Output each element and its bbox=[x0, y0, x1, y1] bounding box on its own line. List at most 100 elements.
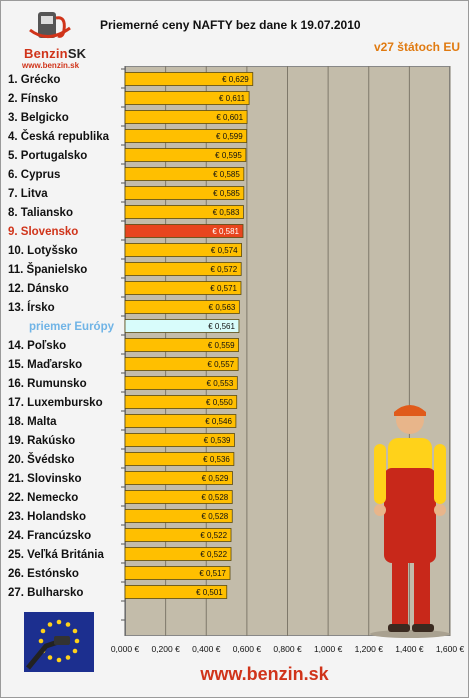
x-tick-label: 0,800 € bbox=[273, 644, 302, 654]
data-label: € 0,563 bbox=[209, 303, 236, 312]
category-label: 5. Portugalsko bbox=[8, 150, 87, 162]
bar bbox=[124, 72, 254, 86]
benzin-logo[interactable]: BenzinSK www.benzin.sk bbox=[10, 8, 90, 70]
data-label: € 0,595 bbox=[215, 151, 242, 160]
category-label: 6. Cyprus bbox=[8, 169, 60, 181]
x-tick-label: 0,600 € bbox=[233, 644, 262, 654]
data-label: € 0,557 bbox=[207, 360, 234, 369]
data-label: € 0,546 bbox=[205, 417, 232, 426]
footer-url[interactable]: www.benzin.sk bbox=[200, 664, 329, 684]
category-label: 24. Francúzsko bbox=[8, 530, 91, 542]
x-tick-label: 0,000 € bbox=[111, 644, 140, 654]
eu-flag-fuel-nozzle-icon bbox=[24, 612, 94, 672]
bar bbox=[124, 167, 245, 181]
x-tick-label: 1,600 € bbox=[436, 644, 465, 654]
category-label: 20. Švédsko bbox=[8, 453, 74, 466]
data-label: € 0,553 bbox=[207, 379, 234, 388]
data-label: € 0,611 bbox=[219, 94, 246, 103]
data-label: € 0,536 bbox=[203, 455, 230, 464]
data-label: € 0,529 bbox=[202, 474, 229, 483]
bar bbox=[124, 205, 244, 219]
category-label: 9. Slovensko bbox=[8, 226, 78, 238]
data-label: € 0,599 bbox=[216, 132, 243, 141]
bar bbox=[124, 91, 250, 105]
bar bbox=[124, 110, 248, 124]
category-label: 27. Bulharsko bbox=[8, 587, 83, 599]
x-tick-label: 0,400 € bbox=[192, 644, 221, 654]
category-label: 11. Španielsko bbox=[8, 263, 87, 276]
data-label: € 0,559 bbox=[208, 341, 235, 350]
category-label: 2. Fínsko bbox=[8, 93, 58, 105]
category-label: 15. Maďarsko bbox=[8, 359, 82, 371]
fuel-pump-logo-icon bbox=[29, 12, 71, 38]
category-label: 12. Dánsko bbox=[8, 283, 69, 295]
bar bbox=[124, 414, 237, 428]
bar bbox=[124, 357, 239, 371]
bar bbox=[124, 509, 233, 523]
bar bbox=[124, 281, 242, 295]
chart-title: Priemerné ceny NAFTY bez dane k 19.07.20… bbox=[100, 18, 361, 32]
bar bbox=[124, 338, 239, 352]
x-tick-label: 0,200 € bbox=[151, 644, 180, 654]
category-label: 17. Luxembursko bbox=[8, 397, 103, 409]
category-label: 13. Írsko bbox=[8, 301, 55, 314]
bar bbox=[124, 452, 235, 466]
data-label: € 0,583 bbox=[213, 208, 240, 217]
bar bbox=[124, 319, 240, 333]
data-label: € 0,539 bbox=[204, 436, 231, 445]
bar bbox=[124, 262, 242, 276]
data-label: € 0,517 bbox=[199, 569, 226, 578]
bar bbox=[124, 300, 240, 314]
data-label: € 0,629 bbox=[222, 75, 249, 84]
data-label: € 0,561 bbox=[208, 322, 235, 331]
data-label: € 0,572 bbox=[210, 265, 237, 274]
category-label: 18. Malta bbox=[8, 416, 57, 428]
data-label: € 0,574 bbox=[211, 246, 238, 255]
category-label: priemer Európy bbox=[29, 321, 115, 333]
data-label: € 0,585 bbox=[213, 189, 240, 198]
bar bbox=[124, 186, 245, 200]
bar bbox=[124, 224, 244, 238]
category-label: 4. Česká republika bbox=[8, 130, 110, 143]
chart-subtitle: v27 štátoch EU bbox=[373, 40, 460, 54]
bar bbox=[124, 433, 235, 447]
bar bbox=[124, 148, 247, 162]
bar bbox=[124, 490, 233, 504]
bar bbox=[124, 528, 232, 542]
category-label: 10. Lotyšsko bbox=[8, 245, 78, 257]
x-tick-label: 1,200 € bbox=[355, 644, 384, 654]
bar bbox=[124, 129, 248, 143]
bar bbox=[124, 395, 238, 409]
category-label: 23. Holandsko bbox=[8, 511, 86, 523]
logo-url: www.benzin.sk bbox=[22, 61, 80, 70]
category-label: 1. Grécko bbox=[8, 74, 60, 86]
bar bbox=[124, 243, 242, 257]
category-label: 7. Litva bbox=[8, 188, 48, 200]
logo-brand: BenzinSK bbox=[24, 46, 87, 61]
data-label: € 0,522 bbox=[200, 531, 227, 540]
bar bbox=[124, 566, 231, 580]
data-label: € 0,571 bbox=[210, 284, 237, 293]
category-label: 26. Estónsko bbox=[8, 568, 79, 580]
data-label: € 0,581 bbox=[212, 227, 239, 236]
x-tick-label: 1,400 € bbox=[395, 644, 424, 654]
category-label: 14. Poľsko bbox=[8, 340, 66, 352]
bar bbox=[124, 471, 233, 485]
category-label: 16. Rumunsko bbox=[8, 378, 87, 390]
data-label: € 0,501 bbox=[196, 588, 223, 597]
category-label: 22. Nemecko bbox=[8, 492, 78, 504]
data-label: € 0,528 bbox=[202, 512, 229, 521]
data-label: € 0,585 bbox=[213, 170, 240, 179]
category-label: 19. Rakúsko bbox=[8, 435, 75, 447]
bar bbox=[124, 376, 238, 390]
data-label: € 0,601 bbox=[216, 113, 243, 122]
data-label: € 0,528 bbox=[202, 493, 229, 502]
x-tick-label: 1,000 € bbox=[314, 644, 343, 654]
data-label: € 0,522 bbox=[200, 550, 227, 559]
gas-station-worker-illustration bbox=[370, 405, 450, 638]
category-label: 21. Slovinsko bbox=[8, 473, 82, 485]
bar bbox=[124, 585, 228, 599]
data-label: € 0,550 bbox=[206, 398, 233, 407]
bar bbox=[124, 547, 232, 561]
